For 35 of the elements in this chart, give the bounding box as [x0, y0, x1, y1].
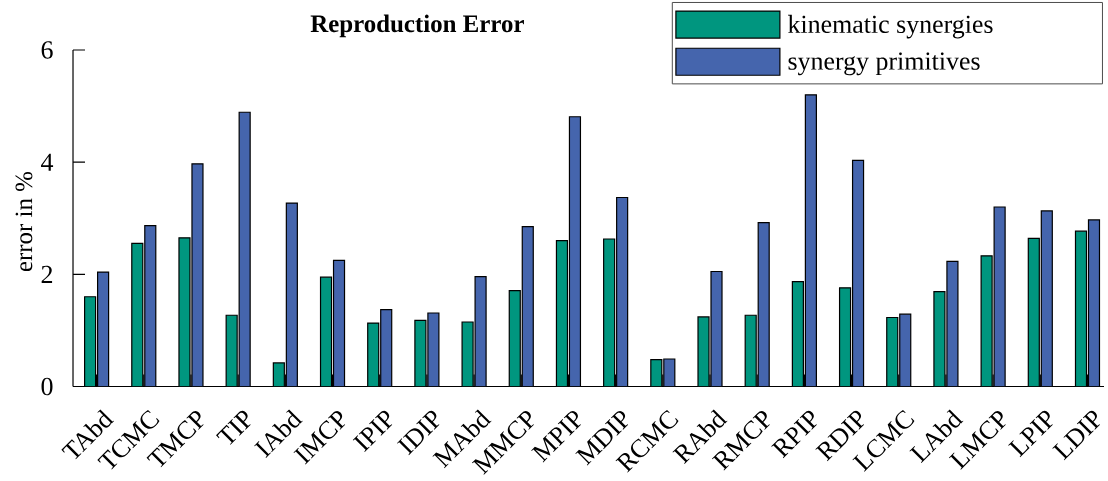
- legend-label: kinematic synergies: [788, 14, 993, 39]
- bar: [792, 281, 804, 387]
- bar: [333, 260, 345, 387]
- bar: [131, 243, 143, 387]
- bar: [1028, 238, 1040, 387]
- bar: [616, 197, 628, 387]
- bar: [1087, 219, 1101, 387]
- bar: [1074, 230, 1088, 387]
- bar: [1041, 210, 1053, 387]
- bar: [569, 116, 581, 387]
- bar: [603, 238, 615, 387]
- bar: [758, 222, 770, 387]
- bar: [886, 317, 898, 387]
- y-tick-label: 2: [41, 265, 53, 283]
- y-axis-title: error in %: [15, 171, 33, 272]
- chart-title: Reproduction Error: [310, 14, 524, 38]
- bar: [839, 287, 851, 387]
- bar: [97, 272, 109, 387]
- y-tick-label: 6: [41, 41, 53, 59]
- bar: [522, 226, 534, 387]
- y-tick-label: 4: [41, 153, 54, 171]
- bar: [852, 160, 864, 387]
- bar: [509, 290, 521, 387]
- legend-label: synergy primitives: [788, 52, 980, 76]
- bar: [144, 225, 156, 387]
- bar: [380, 309, 392, 387]
- y-tick-label: 0: [41, 377, 53, 396]
- bar: [320, 277, 332, 387]
- bar: [84, 296, 96, 387]
- x-tick-label: TIP: [216, 410, 251, 445]
- bar: [805, 94, 817, 387]
- bar: [286, 203, 298, 387]
- x-tick-label: IPIP: [352, 410, 393, 453]
- bar: [239, 112, 251, 387]
- bar: [556, 240, 568, 387]
